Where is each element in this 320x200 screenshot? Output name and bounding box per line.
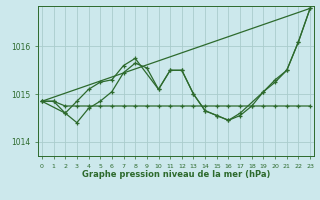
- X-axis label: Graphe pression niveau de la mer (hPa): Graphe pression niveau de la mer (hPa): [82, 170, 270, 179]
